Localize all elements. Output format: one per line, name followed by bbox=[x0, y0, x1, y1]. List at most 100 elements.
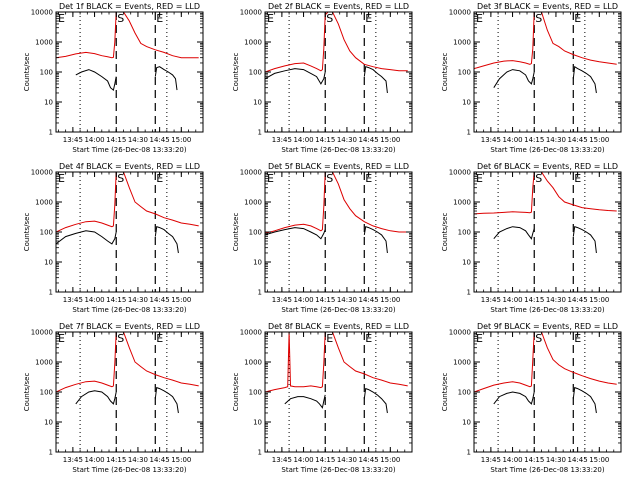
x-tick-label: 14:00 bbox=[502, 296, 522, 304]
x-tick-label: 15:00 bbox=[380, 296, 400, 304]
y-axis-label: Counts/sec bbox=[232, 373, 240, 412]
y-tick-label: 10000 bbox=[449, 9, 471, 17]
x-tick-label: 15:00 bbox=[589, 296, 609, 304]
x-tick-label: 14:30 bbox=[546, 136, 566, 144]
y-tick-label: 1000 bbox=[35, 199, 53, 207]
lld-series bbox=[56, 12, 199, 59]
y-tick-label: 10000 bbox=[449, 169, 471, 177]
x-tick-label: 13:45 bbox=[481, 296, 501, 304]
y-tick-label: 1 bbox=[467, 449, 471, 457]
x-tick-label: 14:00 bbox=[84, 136, 104, 144]
events-series bbox=[56, 230, 117, 245]
panel-title: Det 9f BLACK = Events, RED = LLD bbox=[477, 322, 618, 331]
plot-frame bbox=[55, 171, 204, 293]
x-tick-label: 14:00 bbox=[84, 456, 104, 464]
marker-label: E bbox=[476, 12, 483, 25]
y-axis-label: Counts/sec bbox=[441, 213, 449, 252]
x-tick-label: 15:00 bbox=[171, 456, 191, 464]
x-tick-label: 15:00 bbox=[380, 136, 400, 144]
marker-label: E bbox=[365, 12, 372, 25]
x-tick-label: 14:45 bbox=[568, 296, 588, 304]
events-series bbox=[493, 69, 535, 88]
x-tick-label: 14:00 bbox=[502, 136, 522, 144]
y-tick-label: 1 bbox=[49, 289, 53, 297]
x-tick-label: 14:45 bbox=[150, 456, 170, 464]
y-tick-label: 100 bbox=[249, 229, 262, 237]
events-series-segment-2 bbox=[572, 65, 597, 94]
events-series-segment-2 bbox=[154, 386, 179, 414]
events-series-segment-2 bbox=[572, 386, 597, 414]
panel-title: Det 2f BLACK = Events, RED = LLD bbox=[268, 2, 409, 11]
x-tick-label: 13:45 bbox=[63, 136, 83, 144]
events-series-segment-2 bbox=[572, 226, 597, 254]
x-tick-label: 14:30 bbox=[546, 456, 566, 464]
y-tick-label: 100 bbox=[40, 389, 53, 397]
lld-series bbox=[474, 332, 617, 393]
marker-label: E bbox=[476, 172, 483, 185]
x-axis-label: Start Time (26-Dec-08 13:33:20) bbox=[281, 146, 395, 154]
y-tick-label: 100 bbox=[40, 229, 53, 237]
x-tick-label: 14:45 bbox=[150, 296, 170, 304]
events-series-segment-2 bbox=[363, 66, 388, 94]
y-tick-label: 1000 bbox=[244, 359, 262, 367]
x-tick-label: 14:15 bbox=[106, 456, 126, 464]
y-tick-label: 1000 bbox=[35, 39, 53, 47]
x-tick-label: 13:45 bbox=[272, 136, 292, 144]
y-tick-label: 1 bbox=[49, 129, 53, 137]
marker-label: E bbox=[365, 172, 372, 185]
y-tick-label: 10 bbox=[253, 419, 262, 427]
events-series bbox=[265, 68, 326, 85]
x-tick-label: 14:45 bbox=[359, 296, 379, 304]
lld-series bbox=[265, 172, 408, 234]
y-tick-label: 10 bbox=[253, 259, 262, 267]
x-tick-label: 14:45 bbox=[568, 456, 588, 464]
panel-title: Det 8f BLACK = Events, RED = LLD bbox=[268, 322, 409, 331]
panel-title: Det 3f BLACK = Events, RED = LLD bbox=[477, 2, 618, 11]
y-tick-label: 1000 bbox=[244, 199, 262, 207]
marker-label: E bbox=[58, 332, 65, 345]
y-tick-label: 1000 bbox=[453, 199, 471, 207]
x-tick-label: 13:45 bbox=[63, 456, 83, 464]
panel-title: Det 4f BLACK = Events, RED = LLD bbox=[59, 162, 200, 171]
events-series bbox=[493, 391, 535, 405]
y-tick-label: 100 bbox=[458, 69, 471, 77]
plot-frame bbox=[264, 11, 413, 133]
x-tick-label: 14:15 bbox=[524, 136, 544, 144]
x-tick-label: 14:00 bbox=[293, 456, 313, 464]
x-tick-label: 14:45 bbox=[359, 456, 379, 464]
y-axis-label: Counts/sec bbox=[232, 213, 240, 252]
lld-series bbox=[265, 332, 408, 393]
x-tick-label: 14:30 bbox=[337, 296, 357, 304]
x-tick-label: 15:00 bbox=[589, 456, 609, 464]
y-tick-label: 1 bbox=[467, 289, 471, 297]
panel-title: Det 6f BLACK = Events, RED = LLD bbox=[477, 162, 618, 171]
y-axis-label: Counts/sec bbox=[232, 53, 240, 92]
plot-frame bbox=[55, 331, 204, 453]
y-tick-label: 10 bbox=[462, 419, 471, 427]
y-tick-label: 1000 bbox=[244, 39, 262, 47]
x-tick-label: 13:45 bbox=[272, 296, 292, 304]
x-tick-label: 14:00 bbox=[84, 296, 104, 304]
y-axis-label: Counts/sec bbox=[441, 53, 449, 92]
events-series bbox=[75, 69, 117, 92]
y-tick-label: 1 bbox=[49, 449, 53, 457]
x-axis-label: Start Time (26-Dec-08 13:33:20) bbox=[490, 466, 604, 474]
y-tick-label: 10000 bbox=[31, 9, 53, 17]
x-tick-label: 15:00 bbox=[589, 136, 609, 144]
y-axis-label: Counts/sec bbox=[23, 53, 31, 92]
x-tick-label: 14:30 bbox=[128, 136, 148, 144]
x-tick-label: 15:00 bbox=[171, 136, 191, 144]
lld-series bbox=[265, 12, 408, 73]
marker-label: E bbox=[156, 172, 163, 185]
x-axis-label: Start Time (26-Dec-08 13:33:20) bbox=[281, 306, 395, 314]
events-series bbox=[75, 390, 117, 405]
x-tick-label: 13:45 bbox=[481, 456, 501, 464]
marker-label: E bbox=[58, 12, 65, 25]
y-tick-label: 1000 bbox=[35, 359, 53, 367]
x-tick-label: 14:15 bbox=[106, 136, 126, 144]
